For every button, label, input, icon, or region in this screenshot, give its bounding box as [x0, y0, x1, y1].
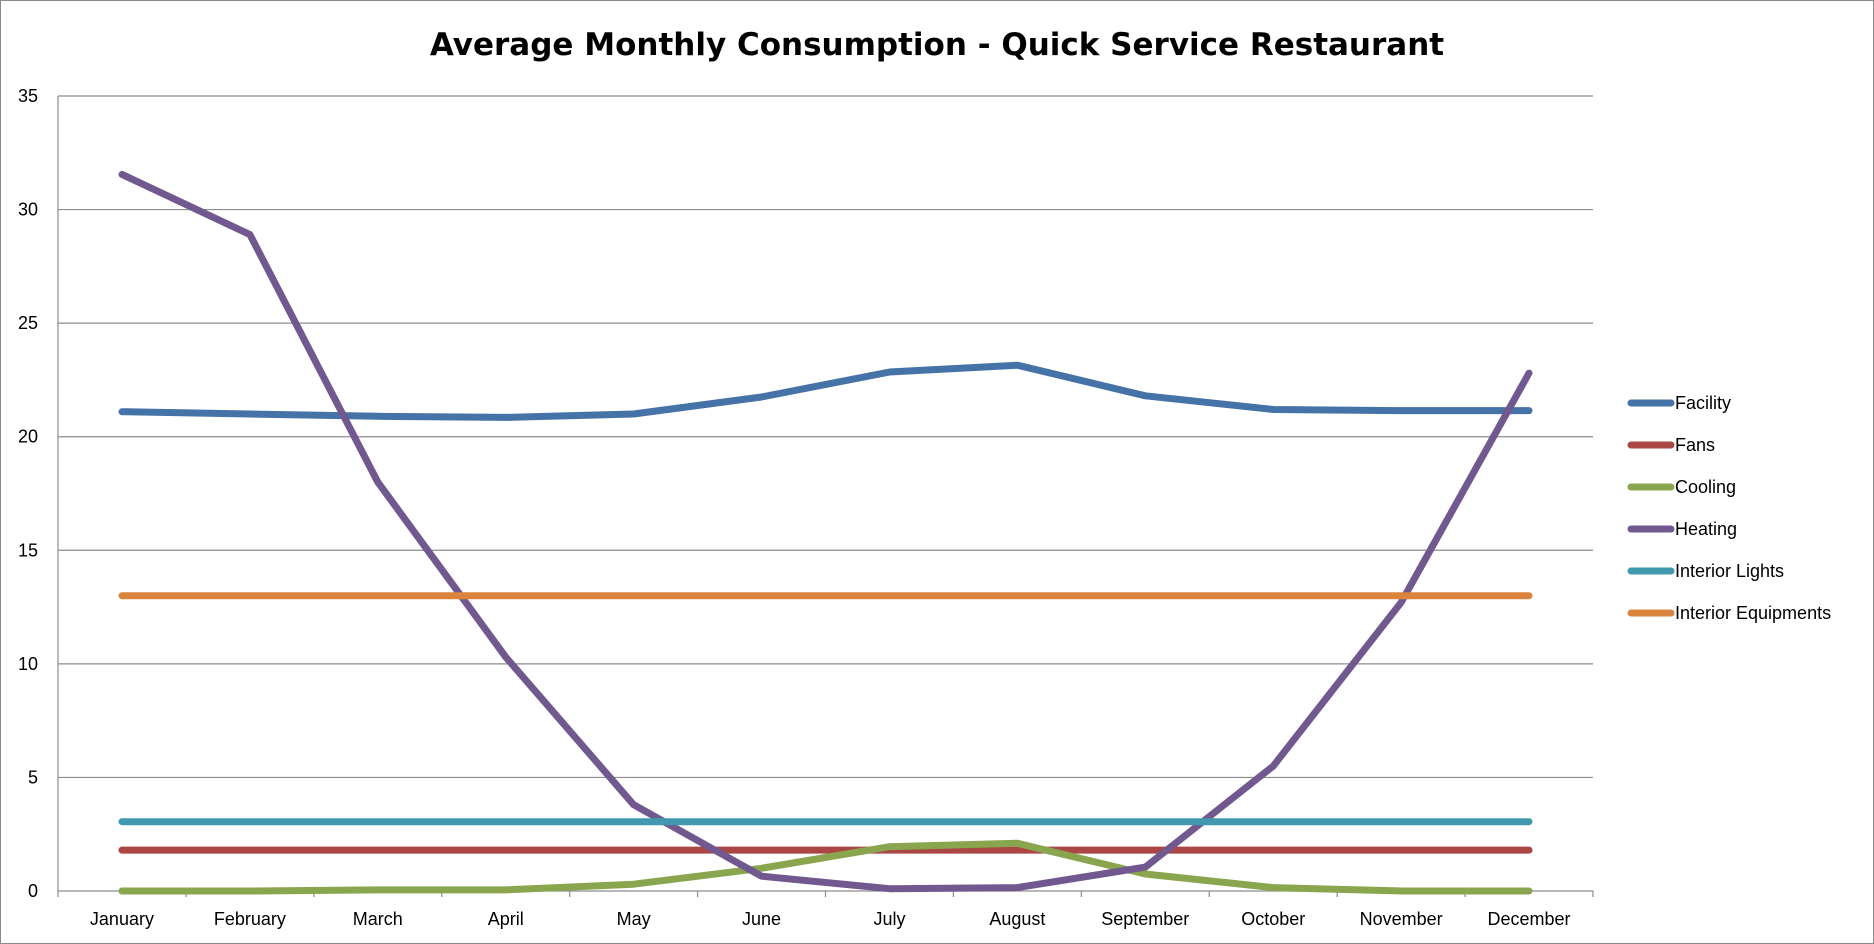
chart-title: Average Monthly Consumption - Quick Serv… — [429, 27, 1445, 63]
y-tick-label: 20 — [18, 427, 38, 447]
legend-label-interior-equipments: Interior Equipments — [1675, 603, 1831, 623]
y-tick-label: 0 — [28, 881, 38, 901]
series-lines — [118, 170, 1533, 895]
y-tick-label: 30 — [18, 200, 38, 220]
x-tick-label: September — [1101, 909, 1189, 929]
legend-label-facility: Facility — [1675, 393, 1731, 413]
y-tick-label: 35 — [18, 86, 38, 106]
x-tick-label: March — [353, 909, 403, 929]
x-tick-label: February — [214, 909, 286, 929]
y-tick-label: 5 — [28, 767, 38, 787]
legend-label-heating: Heating — [1675, 519, 1737, 539]
series-line-heating — [118, 170, 1533, 893]
x-tick-label: June — [742, 909, 781, 929]
y-tick-label: 15 — [18, 540, 38, 560]
y-axis-tick-labels: 0 5 10 15 20 25 30 35 — [18, 86, 38, 901]
x-tick-label: December — [1488, 909, 1571, 929]
x-tick-label: May — [617, 909, 651, 929]
legend-label-cooling: Cooling — [1675, 477, 1736, 497]
x-tick-label: August — [989, 909, 1045, 929]
x-tick-label: April — [488, 909, 524, 929]
series-line-cooling — [118, 839, 1533, 895]
x-tick-label: October — [1241, 909, 1305, 929]
legend-label-fans: Fans — [1675, 435, 1715, 455]
x-axis-tick-labels: January February March April May June July Augu… — [90, 909, 1571, 929]
series-line-facility — [118, 361, 1533, 421]
x-tick-label: January — [90, 909, 154, 929]
x-tick-label: July — [873, 909, 905, 929]
y-tick-label: 10 — [18, 654, 38, 674]
legend: Facility Fans Cooling Heating Interior Light… — [1627, 393, 1831, 623]
x-tick-label: November — [1360, 909, 1443, 929]
legend-label-interior-lights: Interior Lights — [1675, 561, 1784, 581]
gridlines — [58, 95, 1593, 779]
y-tick-label: 25 — [18, 313, 38, 333]
